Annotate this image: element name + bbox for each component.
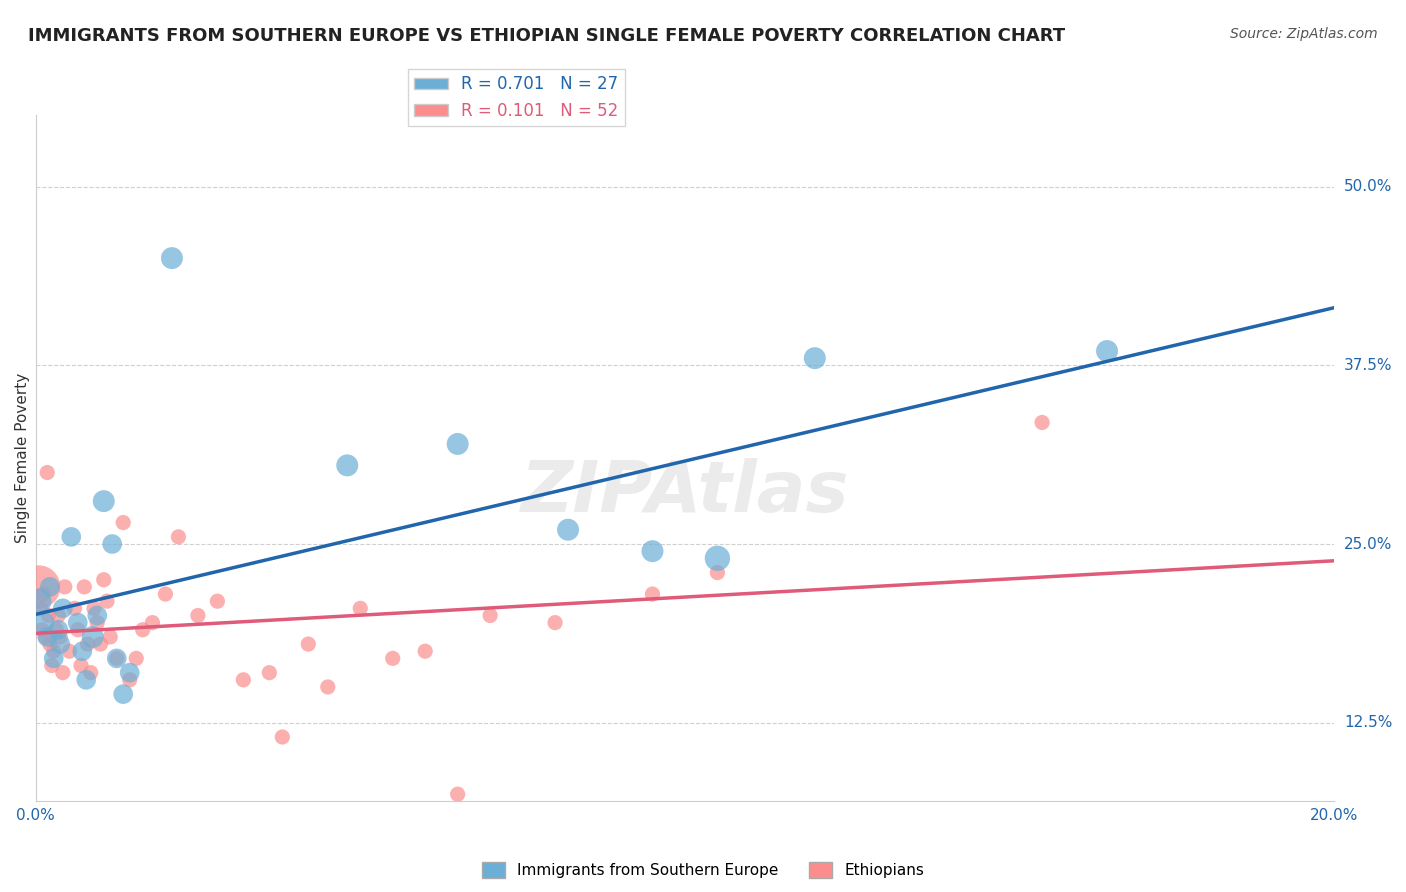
Ethiopians xyxy=(86,615,108,630)
Ethiopians xyxy=(28,580,51,594)
Ethiopians xyxy=(34,630,56,644)
Immigrants from Southern Europe xyxy=(101,537,124,551)
Immigrants from Southern Europe xyxy=(42,651,65,665)
Ethiopians xyxy=(155,587,177,601)
Ethiopians xyxy=(271,730,294,744)
Immigrants from Southern Europe xyxy=(72,644,94,658)
Immigrants from Southern Europe xyxy=(706,551,728,566)
Ethiopians xyxy=(1031,416,1053,430)
Immigrants from Southern Europe xyxy=(804,351,827,366)
Ethiopians xyxy=(52,665,75,680)
Immigrants from Southern Europe xyxy=(28,594,51,608)
Ethiopians xyxy=(53,580,76,594)
Ethiopians xyxy=(73,580,96,594)
Ethiopians xyxy=(58,644,80,658)
Ethiopians xyxy=(30,601,52,615)
Immigrants from Southern Europe xyxy=(82,630,104,644)
Text: 0.0%: 0.0% xyxy=(17,808,55,823)
Ethiopians xyxy=(98,630,121,644)
Ethiopians xyxy=(31,623,53,637)
Ethiopians xyxy=(76,637,98,651)
Ethiopians xyxy=(167,530,190,544)
Ethiopians xyxy=(32,587,55,601)
Y-axis label: Single Female Poverty: Single Female Poverty xyxy=(15,373,30,543)
Immigrants from Southern Europe xyxy=(46,623,69,637)
Immigrants from Southern Europe xyxy=(1095,344,1118,359)
Immigrants from Southern Europe xyxy=(60,530,83,544)
Ethiopians xyxy=(349,601,371,615)
Ethiopians xyxy=(706,566,728,580)
Immigrants from Southern Europe xyxy=(49,637,72,651)
Immigrants from Southern Europe xyxy=(37,630,59,644)
Ethiopians xyxy=(49,630,72,644)
Ethiopians xyxy=(46,608,69,623)
Immigrants from Southern Europe xyxy=(86,608,108,623)
Legend: Immigrants from Southern Europe, Ethiopians: Immigrants from Southern Europe, Ethiopi… xyxy=(475,856,931,884)
Text: ZIPAtlas: ZIPAtlas xyxy=(520,458,849,527)
Ethiopians xyxy=(38,608,60,623)
Ethiopians xyxy=(41,658,63,673)
Text: IMMIGRANTS FROM SOUTHERN EUROPE VS ETHIOPIAN SINGLE FEMALE POVERTY CORRELATION C: IMMIGRANTS FROM SOUTHERN EUROPE VS ETHIO… xyxy=(28,27,1066,45)
Ethiopians xyxy=(112,516,135,530)
Ethiopians xyxy=(125,651,148,665)
Ethiopians xyxy=(381,651,404,665)
Ethiopians xyxy=(207,594,229,608)
Ethiopians xyxy=(96,594,118,608)
Ethiopians xyxy=(89,637,111,651)
Text: Source: ZipAtlas.com: Source: ZipAtlas.com xyxy=(1230,27,1378,41)
Text: 12.5%: 12.5% xyxy=(1344,715,1392,731)
Ethiopians xyxy=(38,637,60,651)
Legend: R = 0.701   N = 27, R = 0.101   N = 52: R = 0.701 N = 27, R = 0.101 N = 52 xyxy=(408,69,624,127)
Ethiopians xyxy=(80,665,103,680)
Immigrants from Southern Europe xyxy=(447,437,470,451)
Immigrants from Southern Europe xyxy=(75,673,97,687)
Ethiopians xyxy=(118,673,141,687)
Ethiopians xyxy=(37,466,59,480)
Immigrants from Southern Europe xyxy=(160,251,183,265)
Ethiopians xyxy=(447,787,470,801)
Immigrants from Southern Europe xyxy=(38,580,60,594)
Ethiopians xyxy=(544,615,567,630)
Immigrants from Southern Europe xyxy=(557,523,579,537)
Text: 37.5%: 37.5% xyxy=(1344,358,1392,373)
Ethiopians xyxy=(316,680,339,694)
Ethiopians xyxy=(63,601,86,615)
Immigrants from Southern Europe xyxy=(52,601,75,615)
Ethiopians xyxy=(259,665,281,680)
Ethiopians xyxy=(413,644,436,658)
Ethiopians xyxy=(641,587,664,601)
Text: 50.0%: 50.0% xyxy=(1344,179,1392,194)
Immigrants from Southern Europe xyxy=(93,494,115,508)
Ethiopians xyxy=(83,601,105,615)
Ethiopians xyxy=(479,608,502,623)
Immigrants from Southern Europe xyxy=(118,665,141,680)
Ethiopians xyxy=(70,658,93,673)
Immigrants from Southern Europe xyxy=(112,687,135,701)
Ethiopians xyxy=(45,623,67,637)
Ethiopians xyxy=(66,623,89,637)
Immigrants from Southern Europe xyxy=(336,458,359,473)
Ethiopians xyxy=(187,608,209,623)
Ethiopians xyxy=(232,673,254,687)
Ethiopians xyxy=(105,651,128,665)
Immigrants from Southern Europe xyxy=(66,615,89,630)
Ethiopians xyxy=(297,637,319,651)
Ethiopians xyxy=(42,644,65,658)
Immigrants from Southern Europe xyxy=(105,651,128,665)
Text: 25.0%: 25.0% xyxy=(1344,536,1392,551)
Ethiopians xyxy=(141,615,163,630)
Ethiopians xyxy=(131,623,153,637)
Immigrants from Southern Europe xyxy=(641,544,664,558)
Ethiopians xyxy=(93,573,115,587)
Immigrants from Southern Europe xyxy=(32,615,55,630)
Text: 20.0%: 20.0% xyxy=(1310,808,1358,823)
